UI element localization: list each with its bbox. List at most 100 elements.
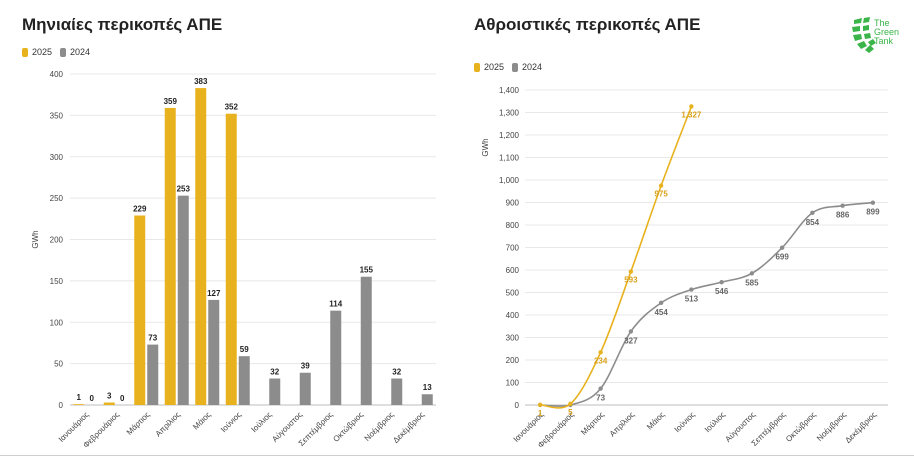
y-tick-label: 200: [50, 236, 64, 245]
data-label-2025: 1,327: [681, 110, 702, 119]
data-point-2025: [568, 401, 573, 407]
series-line-2025: [540, 106, 693, 409]
data-label-2024: 253: [177, 185, 191, 194]
x-tick-label: Δεκέμβριος: [843, 410, 878, 445]
data-label-2024: 0: [120, 394, 125, 403]
x-tick-label: Οκτώβριος: [784, 410, 818, 444]
bar-2024: [299, 372, 311, 405]
y-axis-label: GWh: [481, 138, 490, 156]
bar-2025: [225, 113, 237, 405]
y-tick-label: 1,300: [499, 109, 520, 118]
data-label-2025: 593: [624, 276, 638, 285]
y-tick-label: 1,200: [499, 131, 520, 140]
x-tick-label: Ιούλιος: [250, 410, 274, 434]
y-tick-label: 100: [506, 379, 520, 388]
data-point-2024: [719, 279, 724, 285]
data-label-2024: 32: [270, 368, 279, 377]
x-tick-label: Ιούνιος: [219, 410, 243, 434]
y-tick-label: 50: [54, 360, 63, 369]
bar-2024: [177, 195, 189, 405]
series-line-2024: [540, 201, 873, 408]
data-point-2024: [749, 271, 755, 276]
data-point-2024: [658, 300, 664, 306]
data-label-2024: 73: [148, 334, 157, 343]
y-tick-label: 700: [506, 244, 520, 253]
data-label-2024: 155: [360, 266, 374, 275]
data-label-2024: 854: [806, 218, 820, 227]
bar-2025: [164, 107, 176, 406]
data-label-2025: 234: [594, 356, 608, 365]
data-label-2025: 352: [225, 103, 239, 112]
cumulative-chart-title: Αθροιστικές περικοπές ΑΠΕ: [474, 15, 701, 34]
y-tick-label: 300: [50, 153, 64, 162]
bar-2024: [269, 378, 281, 405]
x-tick-label: Οκτώβριος: [331, 410, 365, 444]
data-label-2025: 1: [538, 409, 543, 418]
data-label-2024: 886: [836, 211, 850, 220]
data-point-2024: [628, 329, 634, 334]
data-label-2024: 513: [685, 295, 699, 304]
legend-label-2025: 2025: [32, 47, 53, 57]
data-point-2024: [689, 287, 694, 292]
data-label-2024: 699: [775, 253, 789, 262]
bar-2025: [103, 402, 115, 405]
data-label-2024: 59: [240, 345, 249, 354]
x-tick-label: Μάρτιος: [125, 410, 152, 437]
cumulative-line-chart: 0 100 200 300 400 500 600 700 800 900 1,000 1,100 1,…: [481, 86, 888, 450]
data-label-2025: 3: [107, 392, 112, 401]
y-tick-label: 150: [50, 277, 64, 286]
cumulative-curtailment-panel: Αθροιστικές περικοπές ΑΠΕ 2025 2024 The …: [458, 0, 914, 456]
data-label-2025: 5: [568, 408, 573, 417]
legend-swatch-2024: [60, 47, 67, 57]
data-label-2025: 975: [654, 190, 668, 199]
data-label-2024: 32: [392, 368, 401, 377]
bar-2024: [391, 378, 403, 405]
data-point-2024: [598, 386, 603, 391]
bar-2024: [208, 299, 220, 405]
data-label-2025: 229: [133, 205, 147, 214]
x-tick-label: Ιούλιος: [703, 410, 727, 434]
x-tick-label: Ιούνιος: [673, 410, 697, 434]
monthly-chart-legend: 2025 2024: [22, 47, 90, 57]
y-tick-label: 0: [515, 401, 520, 410]
data-label-2024: 454: [654, 308, 668, 317]
data-label-2025: 383: [194, 77, 208, 86]
data-point-2025: [598, 350, 603, 355]
bar-2024: [360, 276, 372, 405]
legend-label-2024: 2024: [70, 47, 91, 57]
x-tick-label: Απρίλιος: [154, 410, 183, 439]
y-tick-label: 1,100: [499, 154, 520, 163]
data-point-2024: [840, 203, 845, 208]
legend-label-2025: 2025: [484, 62, 505, 72]
y-tick-label: 300: [506, 334, 520, 343]
legend-swatch-2025: [22, 47, 28, 57]
y-tick-label: 1,000: [499, 176, 520, 185]
x-tick-label: Απρίλιος: [608, 410, 637, 439]
data-label-2024: 39: [301, 362, 310, 371]
cumulative-chart-legend: 2025 2024: [474, 62, 542, 72]
y-tick-label: 350: [50, 111, 64, 120]
data-label-2024: 327: [624, 336, 638, 345]
green-tank-logo: The Green Tank: [852, 17, 899, 53]
data-label-2024: 114: [329, 300, 342, 309]
data-label-2024: 546: [715, 287, 729, 296]
y-tick-label: 900: [506, 199, 520, 208]
data-point-2024: [779, 245, 785, 250]
logo-text-line1: The: [874, 18, 890, 28]
legend-swatch-2024: [512, 62, 519, 72]
x-tick-label: Μάρτιος: [579, 410, 606, 437]
data-label-2024: 0: [90, 394, 95, 403]
legend-label-2024: 2024: [522, 62, 543, 72]
bar-2024: [238, 356, 250, 405]
logo-text-line2: Green: [874, 27, 899, 37]
data-label-2025: 359: [164, 97, 178, 106]
y-tick-label: 250: [50, 194, 64, 203]
data-point-2025: [658, 183, 664, 188]
y-axis-label: GWh: [31, 230, 40, 248]
y-tick-label: 200: [506, 356, 520, 365]
y-tick-label: 0: [59, 401, 64, 410]
data-point-2025: [689, 104, 694, 109]
y-tick-label: 100: [50, 318, 64, 327]
monthly-curtailment-panel: Μηνιαίες περικοπές ΑΠΕ 2025 2024 0 50 100 1…: [0, 0, 450, 456]
